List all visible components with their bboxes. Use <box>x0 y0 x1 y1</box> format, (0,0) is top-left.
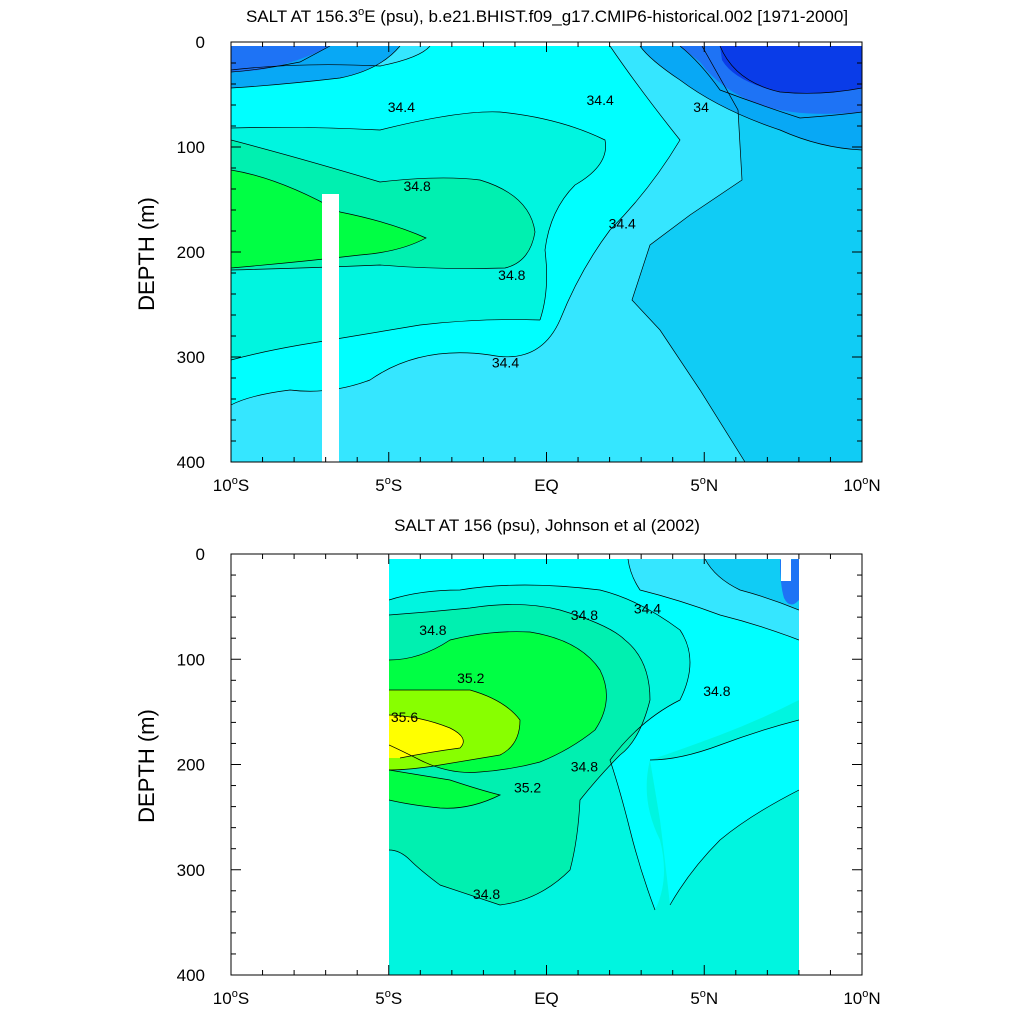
x-tick-label: 10oS <box>213 988 249 1008</box>
contour-label: 35.6 <box>391 709 418 725</box>
y-tick-label: 300 <box>177 861 205 880</box>
x-tick-label: EQ <box>534 476 559 495</box>
observed-salinity-panel: SALT AT 156 (psu), Johnson et al (2002) <box>134 516 881 1008</box>
x-tick-label: 5oN <box>690 475 718 495</box>
x-tick-label: 10oN <box>843 988 880 1008</box>
panel-title: SALT AT 156.3oE (psu), b.e21.BHIST.f09_g… <box>246 6 848 26</box>
contour-label: 34.4 <box>587 92 614 108</box>
contour-label: 35.2 <box>457 670 484 686</box>
y-tick-label: 0 <box>196 33 205 52</box>
y-tick-label: 100 <box>177 650 205 669</box>
y-tick-label: 0 <box>196 545 205 564</box>
x-tick-label: 10oS <box>213 475 249 495</box>
axes: 10oS 5oS EQ 5oN 10oN 0 100 200 300 400 <box>177 33 881 495</box>
x-tick-label: 5oN <box>690 988 718 1008</box>
contour-label: 34.4 <box>492 354 519 370</box>
y-axis-label: DEPTH (m) <box>134 197 159 311</box>
x-tick-label: EQ <box>534 989 559 1008</box>
salinity-contour-fill <box>231 46 862 462</box>
y-tick-label: 100 <box>177 138 205 157</box>
contour-labels: 34.4 34.4 34 34.8 34.8 34.4 34.4 <box>388 92 709 371</box>
contour-label: 34.8 <box>473 886 500 902</box>
x-tick-label: 10oN <box>843 475 880 495</box>
y-axis-label: DEPTH (m) <box>134 709 159 823</box>
contour-label: 34 <box>693 99 709 115</box>
x-tick-label: 5oS <box>375 475 402 495</box>
y-tick-label: 200 <box>177 756 205 775</box>
axes: 10oS 5oS EQ 5oN 10oN 0 100 200 300 400 <box>177 545 881 1008</box>
contour-label: 34.8 <box>571 607 598 623</box>
contour-label: 34.4 <box>388 99 415 115</box>
salinity-contour-fill <box>389 559 799 975</box>
contour-label: 34.4 <box>634 601 661 617</box>
contour-label: 34.8 <box>703 683 730 699</box>
contour-label: 34.8 <box>404 178 431 194</box>
contour-label: 34.4 <box>609 216 636 232</box>
y-tick-label: 200 <box>177 243 205 262</box>
contour-labels: 34.8 35.2 35.6 35.2 34.8 34.4 34.8 34.8 34.8 <box>391 601 731 902</box>
y-tick-label: 400 <box>177 966 205 985</box>
y-tick-label: 400 <box>177 453 205 472</box>
contour-label: 34.8 <box>498 267 525 283</box>
contour-label: 34.8 <box>571 759 598 775</box>
panel-title: SALT AT 156 (psu), Johnson et al (2002) <box>394 516 700 535</box>
model-salinity-panel: SALT AT 156.3oE (psu), b.e21.BHIST.f09_g… <box>134 6 881 495</box>
x-tick-label: 5oS <box>375 988 402 1008</box>
y-tick-label: 300 <box>177 348 205 367</box>
contour-label: 35.2 <box>514 780 541 796</box>
contour-label: 34.8 <box>419 622 446 638</box>
